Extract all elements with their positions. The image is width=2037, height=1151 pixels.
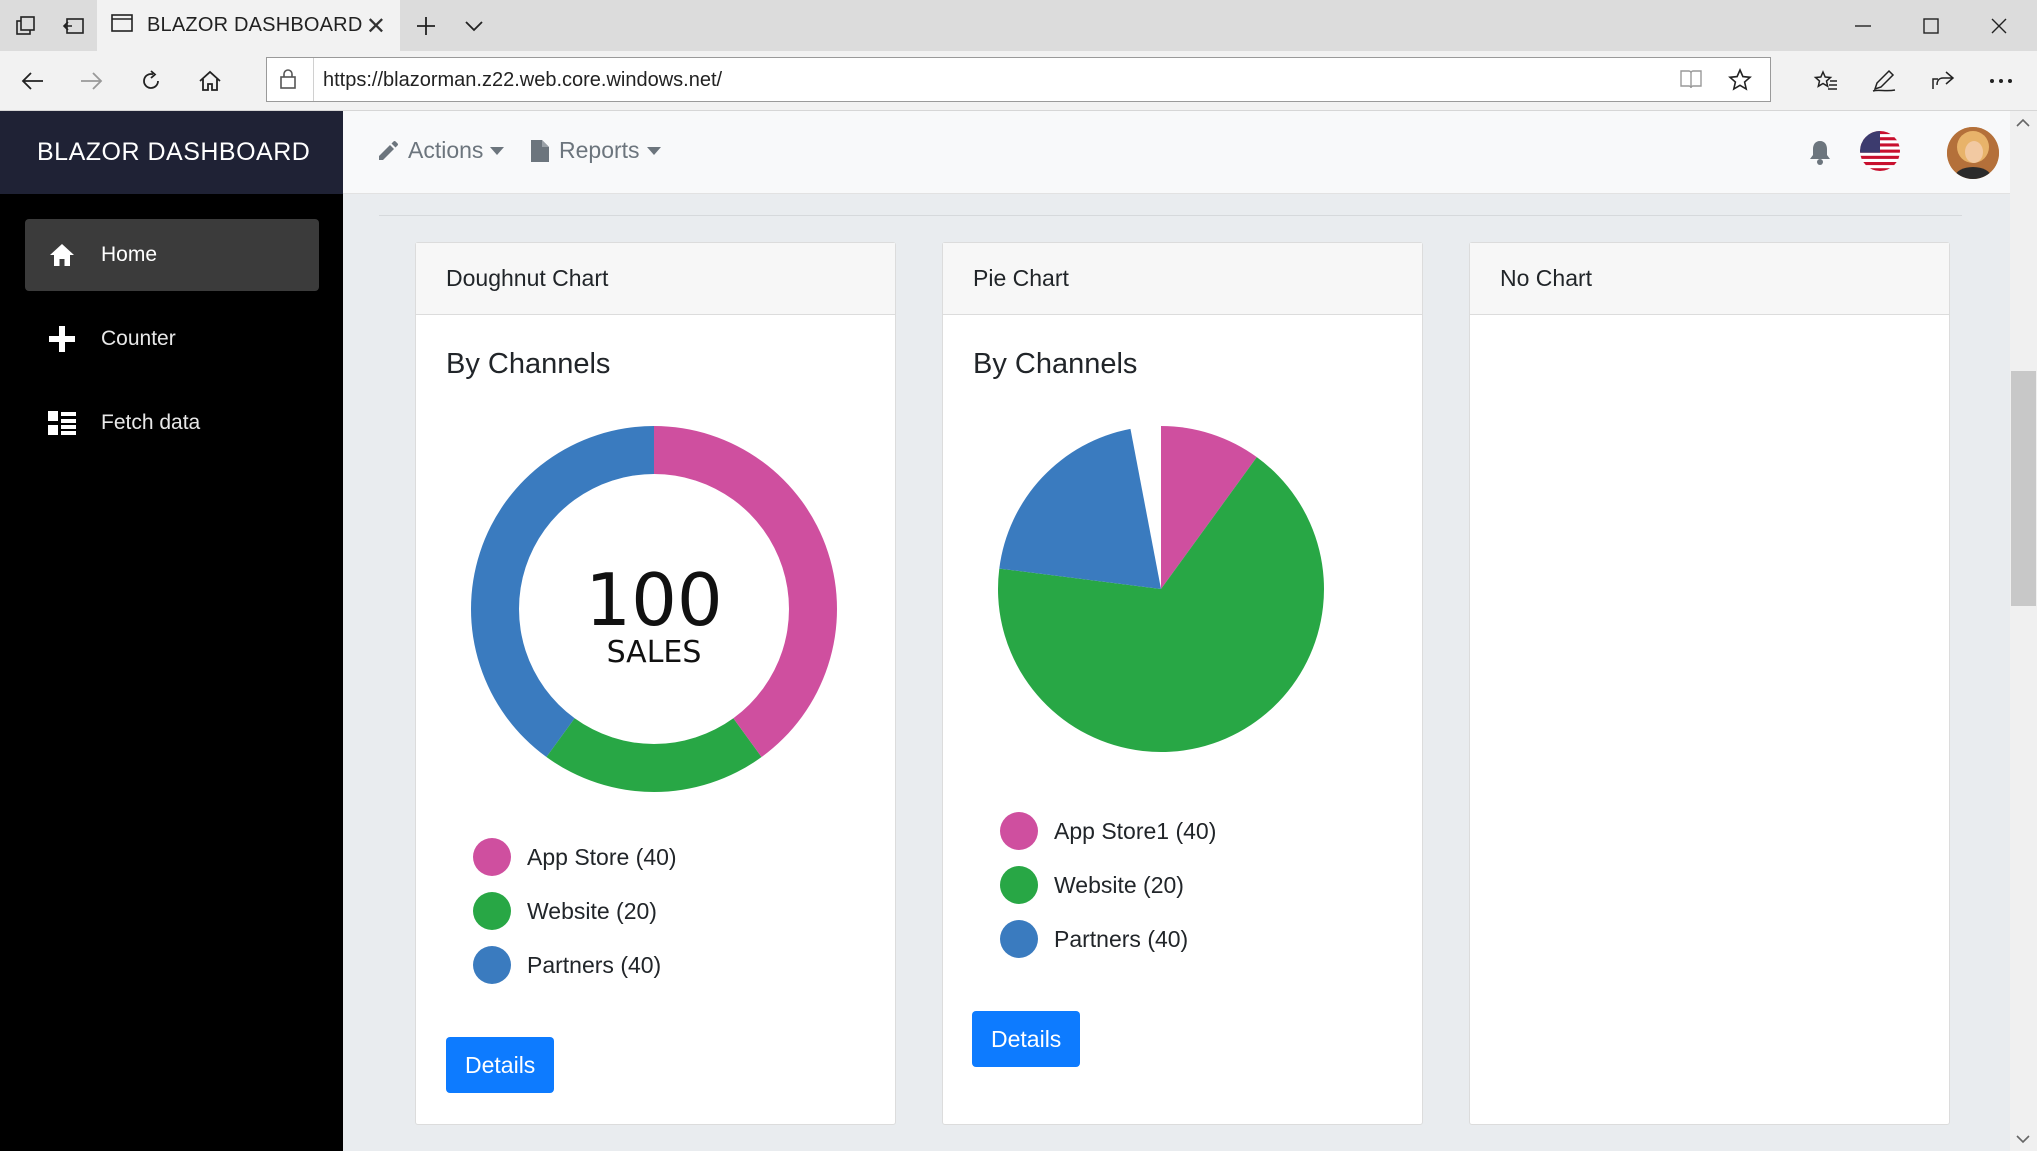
pie-slice-app-store1[interactable] <box>1161 426 1257 589</box>
url-field[interactable]: https://blazorman.z22.web.core.windows.n… <box>266 57 1771 102</box>
legend-dot <box>473 838 511 876</box>
url-text: https://blazorman.z22.web.core.windows.n… <box>323 69 723 91</box>
page-scrollbar[interactable] <box>2010 111 2037 1151</box>
legend-label: Partners (40) <box>1054 925 1189 952</box>
sidebar: BLAZOR DASHBOARD Home Counter Fetch data <box>0 111 343 1151</box>
home-icon <box>47 243 77 267</box>
url-separator <box>313 58 314 101</box>
us-flag-icon[interactable] <box>1860 131 1900 171</box>
legend-dot <box>1000 812 1038 850</box>
legend-dot <box>1000 866 1038 904</box>
lock-icon <box>279 68 297 95</box>
plus-icon <box>47 326 77 352</box>
doughnut-chart[interactable]: 100 SALES <box>469 424 839 794</box>
user-avatar[interactable] <box>1947 127 1999 179</box>
details-button[interactable]: Details <box>972 1011 1081 1067</box>
more-icon[interactable] <box>1972 51 2030 111</box>
caret-down-icon <box>490 146 505 155</box>
scroll-down-icon[interactable] <box>2015 1131 2031 1147</box>
legend-dot <box>473 946 511 984</box>
scroll-up-icon[interactable] <box>2015 115 2031 131</box>
card-header: Doughnut Chart <box>416 243 895 315</box>
tab-actions-icon[interactable] <box>0 0 52 51</box>
set-tabs-aside-icon[interactable] <box>48 0 100 51</box>
browser-tab[interactable]: BLAZOR DASHBOARD ✕ <box>97 0 400 51</box>
legend-label: App Store (40) <box>527 843 677 870</box>
doughnut-center-value: 100 <box>585 558 722 642</box>
legend-item[interactable]: Partners (40) <box>1000 912 1216 966</box>
maximize-icon[interactable] <box>1898 0 1964 51</box>
file-icon <box>530 139 550 163</box>
doughnut-slice-website[interactable] <box>546 718 762 792</box>
address-bar: https://blazorman.z22.web.core.windows.n… <box>0 51 2037 111</box>
legend-item[interactable]: Website (20) <box>473 884 677 938</box>
doughnut-slice-app-store[interactable] <box>654 426 837 758</box>
doughnut-center-label: SALES <box>607 635 702 670</box>
top-navbar: Actions Reports <box>343 111 2010 194</box>
card-subtitle: By Channels <box>973 348 1138 380</box>
card-header: No Chart <box>1470 243 1949 315</box>
legend-dot <box>1000 920 1038 958</box>
pie-legend: App Store1 (40) Website (20) Partners (4… <box>1000 804 1216 966</box>
sidebar-item-fetch-data[interactable]: Fetch data <box>25 387 319 459</box>
back-icon[interactable] <box>4 51 62 111</box>
pencil-icon <box>376 139 400 163</box>
legend-item[interactable]: Partners (40) <box>473 938 677 992</box>
close-tab-icon[interactable]: ✕ <box>365 13 386 40</box>
brand-title[interactable]: BLAZOR DASHBOARD <box>0 111 343 194</box>
caret-down-icon <box>646 146 661 155</box>
new-tab-icon[interactable] <box>400 0 452 51</box>
actions-label: Actions <box>408 137 484 163</box>
browser-tab-bar: BLAZOR DASHBOARD ✕ <box>0 0 2037 51</box>
sidebar-item-label: Fetch data <box>101 411 201 434</box>
forward-icon[interactable] <box>62 51 120 111</box>
legend-item[interactable]: Website (20) <box>1000 858 1216 912</box>
card-subtitle: By Channels <box>446 348 611 380</box>
close-window-icon[interactable] <box>1966 0 2032 51</box>
page-icon <box>111 13 133 38</box>
card-header: Pie Chart <box>943 243 1422 315</box>
legend-label: App Store1 (40) <box>1054 817 1217 844</box>
details-button[interactable]: Details <box>446 1037 555 1093</box>
tab-preview-chevron-icon[interactable] <box>448 0 500 51</box>
list-icon <box>47 411 77 435</box>
legend-label: Website (20) <box>527 897 657 924</box>
pie-slice-website[interactable] <box>998 457 1324 752</box>
doughnut-slice-partners[interactable] <box>471 426 654 758</box>
pie-chart[interactable] <box>996 424 1326 754</box>
legend-label: Website (20) <box>1054 871 1184 898</box>
sidebar-item-label: Home <box>101 243 158 266</box>
content-divider <box>379 215 1962 216</box>
reading-view-icon[interactable] <box>1679 68 1703 95</box>
share-icon[interactable] <box>1914 51 1972 111</box>
home-browser-icon[interactable] <box>181 51 239 111</box>
legend-dot <box>473 892 511 930</box>
sidebar-item-label: Counter <box>101 327 176 350</box>
doughnut-chart-card: Doughnut Chart By Channels 100 SALES App… <box>415 242 896 1125</box>
web-note-pen-icon[interactable] <box>1855 51 1913 111</box>
reports-dropdown[interactable]: Reports <box>530 137 661 164</box>
minimize-icon[interactable] <box>1830 0 1896 51</box>
no-chart-card: No Chart <box>1469 242 1950 1125</box>
bell-icon[interactable] <box>1808 139 1832 170</box>
pie-chart-card: Pie Chart By Channels App Store1 (40) We… <box>942 242 1423 1125</box>
sidebar-item-home[interactable]: Home <box>25 219 319 291</box>
tab-title: BLAZOR DASHBOARD <box>147 14 363 36</box>
scroll-thumb[interactable] <box>2011 371 2036 606</box>
favorite-star-icon[interactable] <box>1728 68 1752 97</box>
actions-dropdown[interactable]: Actions <box>376 137 505 164</box>
legend-label: Partners (40) <box>527 951 662 978</box>
favorites-hub-icon[interactable] <box>1797 51 1855 111</box>
main-content: Doughnut Chart By Channels 100 SALES App… <box>343 194 2010 1151</box>
refresh-icon[interactable] <box>122 51 180 111</box>
legend-item[interactable]: App Store1 (40) <box>1000 804 1216 858</box>
doughnut-legend: App Store (40) Website (20) Partners (40… <box>473 830 677 992</box>
reports-label: Reports <box>559 137 640 163</box>
pie-slice-partners[interactable] <box>999 428 1161 589</box>
sidebar-item-counter[interactable]: Counter <box>25 303 319 375</box>
legend-item[interactable]: App Store (40) <box>473 830 677 884</box>
